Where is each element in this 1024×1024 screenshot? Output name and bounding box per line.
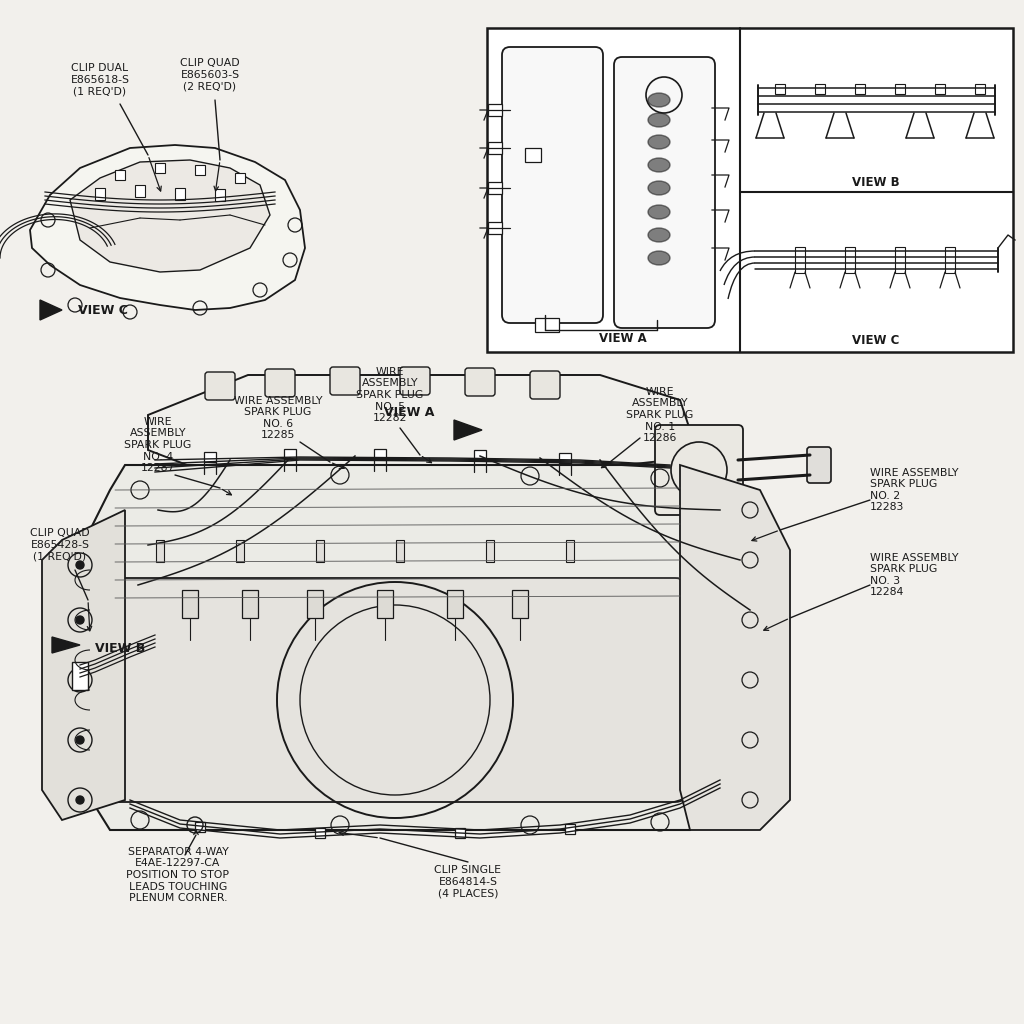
Bar — [559, 453, 571, 463]
Bar — [215, 189, 225, 201]
Text: VIEW A: VIEW A — [599, 332, 647, 344]
Ellipse shape — [648, 205, 670, 219]
Polygon shape — [70, 160, 270, 272]
Text: CLIP SINGLE
E864814-S
(4 PLACES): CLIP SINGLE E864814-S (4 PLACES) — [434, 865, 502, 899]
Bar — [775, 84, 785, 94]
Text: CLIP QUAD
E865603-S
(2 REQ'D): CLIP QUAD E865603-S (2 REQ'D) — [180, 58, 240, 91]
Bar — [236, 540, 244, 562]
Bar — [316, 540, 324, 562]
Bar — [156, 540, 164, 562]
Bar — [855, 84, 865, 94]
Bar — [487, 28, 1013, 352]
Bar — [895, 247, 905, 273]
Ellipse shape — [648, 158, 670, 172]
Polygon shape — [680, 465, 790, 830]
Bar — [377, 590, 393, 618]
FancyBboxPatch shape — [205, 372, 234, 400]
Bar — [242, 590, 258, 618]
Bar — [195, 165, 205, 175]
Ellipse shape — [648, 113, 670, 127]
Circle shape — [76, 676, 84, 684]
FancyBboxPatch shape — [265, 369, 295, 397]
Bar — [565, 824, 575, 834]
Bar — [525, 148, 541, 162]
Circle shape — [76, 736, 84, 744]
Bar — [284, 449, 296, 459]
Ellipse shape — [648, 93, 670, 106]
Text: CLIP DUAL
E865618-S
(1 REQ'D): CLIP DUAL E865618-S (1 REQ'D) — [71, 63, 129, 96]
Bar — [182, 590, 198, 618]
Polygon shape — [52, 637, 80, 653]
FancyBboxPatch shape — [614, 57, 715, 328]
Ellipse shape — [648, 251, 670, 265]
Bar — [488, 222, 502, 234]
Text: WIRE ASSEMBLY
SPARK PLUG
NO. 6
12285: WIRE ASSEMBLY SPARK PLUG NO. 6 12285 — [233, 395, 323, 440]
Text: WIRE ASSEMBLY
SPARK PLUG
NO. 2
12283: WIRE ASSEMBLY SPARK PLUG NO. 2 12283 — [870, 468, 958, 512]
Bar — [175, 188, 185, 200]
Text: CLIP QUAD
E865428-S
(1 REQ'D): CLIP QUAD E865428-S (1 REQ'D) — [30, 528, 90, 561]
Bar — [512, 590, 528, 618]
Bar — [845, 247, 855, 273]
Bar — [315, 828, 325, 838]
Polygon shape — [42, 510, 125, 820]
FancyBboxPatch shape — [465, 368, 495, 396]
Bar — [895, 84, 905, 94]
Text: VIEW C: VIEW C — [78, 303, 128, 316]
Text: VIEW A: VIEW A — [384, 406, 434, 419]
Bar — [195, 822, 205, 831]
Text: VIEW C: VIEW C — [852, 334, 900, 346]
Bar — [795, 247, 805, 273]
Bar — [115, 170, 125, 180]
Bar — [486, 540, 494, 562]
Bar — [535, 318, 559, 332]
Bar — [488, 182, 502, 194]
Polygon shape — [454, 420, 482, 440]
Polygon shape — [85, 465, 720, 830]
FancyBboxPatch shape — [502, 47, 603, 323]
Circle shape — [76, 561, 84, 569]
FancyBboxPatch shape — [807, 447, 831, 483]
Bar — [474, 450, 486, 460]
FancyBboxPatch shape — [530, 371, 560, 399]
Bar — [72, 662, 88, 690]
Bar — [307, 590, 323, 618]
Bar — [135, 185, 145, 197]
Circle shape — [76, 616, 84, 624]
Text: VIEW B: VIEW B — [852, 176, 900, 189]
Bar — [95, 188, 105, 200]
FancyBboxPatch shape — [330, 367, 360, 395]
Bar — [945, 247, 955, 273]
FancyBboxPatch shape — [103, 578, 687, 802]
Text: WIRE
ASSEMBLY
SPARK PLUG
NO. 5
12282: WIRE ASSEMBLY SPARK PLUG NO. 5 12282 — [356, 367, 424, 423]
Polygon shape — [148, 375, 690, 470]
Text: WIRE
ASSEMBLY
SPARK PLUG
NO. 4
12287: WIRE ASSEMBLY SPARK PLUG NO. 4 12287 — [124, 417, 191, 473]
Circle shape — [76, 796, 84, 804]
Bar — [155, 163, 165, 173]
Bar — [488, 104, 502, 116]
Ellipse shape — [648, 181, 670, 195]
Bar — [234, 173, 245, 183]
FancyBboxPatch shape — [655, 425, 743, 515]
Bar — [455, 828, 465, 838]
Bar — [566, 540, 574, 562]
Text: WIRE ASSEMBLY
SPARK PLUG
NO. 3
12284: WIRE ASSEMBLY SPARK PLUG NO. 3 12284 — [870, 553, 958, 597]
Bar — [396, 540, 404, 562]
Text: SEPARATOR 4-WAY
E4AE-12297-CA
POSITION TO STOP
LEADS TOUCHING
PLENUM CORNER.: SEPARATOR 4-WAY E4AE-12297-CA POSITION T… — [127, 847, 229, 903]
Text: WIRE
ASSEMBLY
SPARK PLUG
NO. 1
12286: WIRE ASSEMBLY SPARK PLUG NO. 1 12286 — [627, 387, 693, 443]
Polygon shape — [40, 300, 62, 319]
FancyBboxPatch shape — [400, 367, 430, 395]
Polygon shape — [30, 145, 305, 310]
Ellipse shape — [648, 228, 670, 242]
Bar — [374, 449, 386, 459]
Bar — [815, 84, 825, 94]
Ellipse shape — [648, 135, 670, 150]
Bar — [975, 84, 985, 94]
Bar — [204, 452, 216, 462]
Bar — [447, 590, 463, 618]
Bar — [935, 84, 945, 94]
Bar — [488, 142, 502, 154]
Text: VIEW B: VIEW B — [95, 641, 145, 654]
